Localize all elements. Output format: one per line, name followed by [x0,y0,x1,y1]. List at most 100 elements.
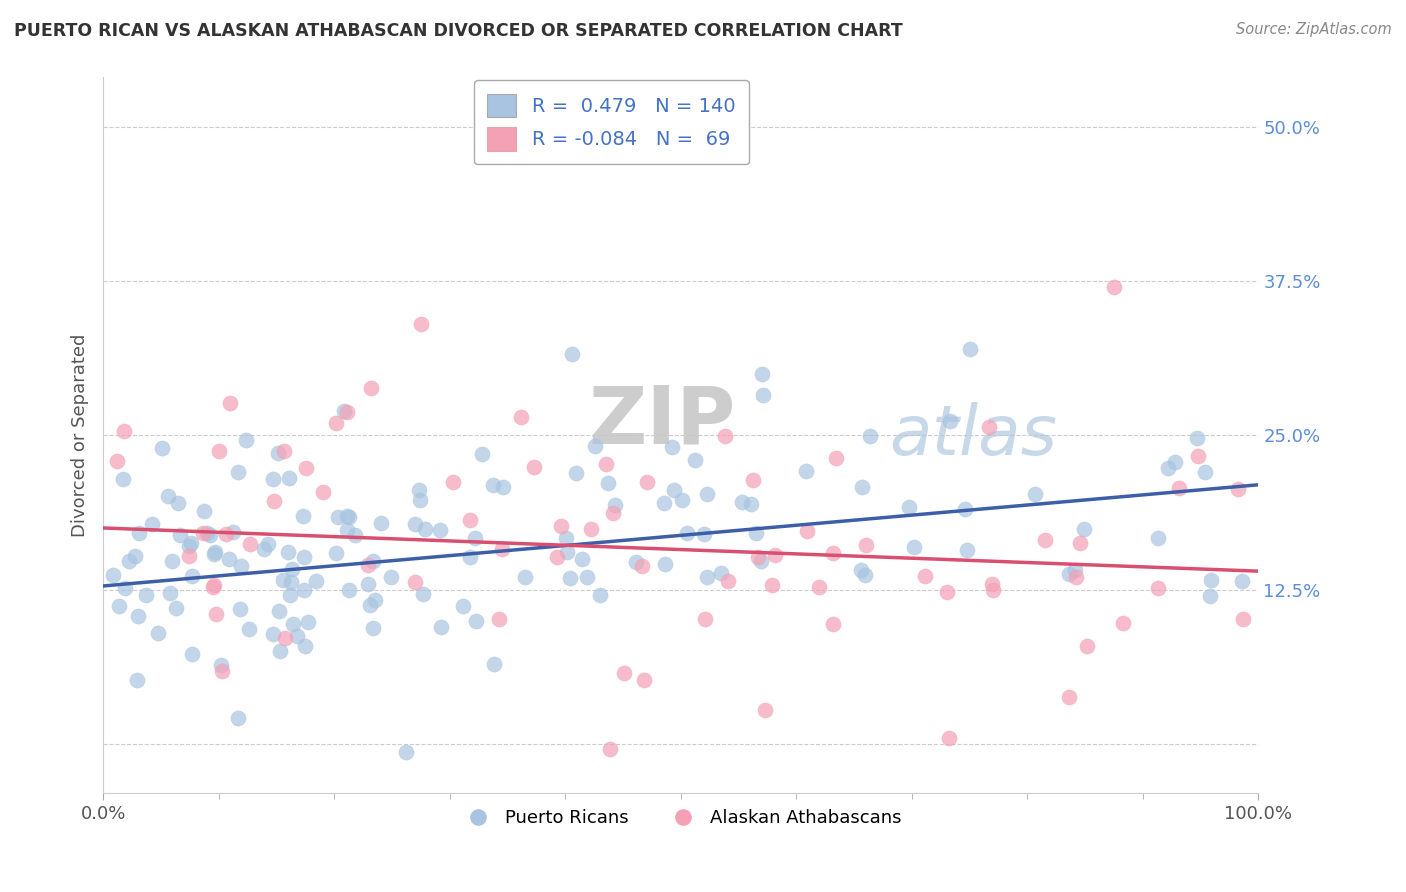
Point [278,588,301,602]
Point [253,542,276,557]
Point [124,549,146,564]
Point [981,576,1004,591]
Point [823,617,845,632]
Point [1187,449,1209,463]
Point [312,485,335,500]
Point [238,622,260,636]
Point [222,524,245,539]
Text: ZIP: ZIP [588,382,735,460]
Point [159,586,181,600]
Point [633,673,655,688]
Point [146,625,169,640]
Point [359,598,381,612]
Point [744,526,766,541]
Point [267,605,290,619]
Point [281,562,304,576]
Point [752,387,775,401]
Point [105,454,128,468]
Point [1102,280,1125,294]
Point [262,472,284,486]
Point [430,620,453,634]
Point [631,559,654,574]
Point [796,524,818,538]
Point [749,554,772,568]
Point [464,531,486,545]
Point [360,381,382,395]
Point [558,571,581,585]
Point [1112,615,1135,630]
Point [1230,574,1253,588]
Point [114,581,136,595]
Y-axis label: Divorced or Separated: Divorced or Separated [72,334,89,537]
Point [1232,612,1254,626]
Point [337,510,360,524]
Point [599,742,621,756]
Point [294,639,316,653]
Point [561,347,583,361]
Point [1199,573,1222,587]
Point [191,525,214,540]
Point [855,538,877,552]
Point [281,616,304,631]
Point [404,574,426,589]
Point [332,404,354,418]
Point [195,526,218,541]
Point [451,599,474,614]
Point [515,570,537,584]
Point [761,578,783,592]
Point [471,447,494,461]
Point [955,543,977,558]
Point [458,549,481,564]
Point [939,414,962,428]
Point [295,461,318,475]
Point [211,664,233,678]
Point [1073,522,1095,536]
Point [325,416,347,430]
Point [204,547,226,561]
Point [1024,487,1046,501]
Point [231,559,253,574]
Point [336,509,359,524]
Point [981,582,1004,597]
Point [267,446,290,460]
Point [326,509,349,524]
Point [613,666,636,681]
Point [914,569,936,583]
Point [523,460,546,475]
Point [898,500,921,515]
Point [565,466,588,480]
Point [683,453,706,467]
Point [602,506,624,520]
Point [1064,570,1087,584]
Point [903,540,925,554]
Point [127,609,149,624]
Point [654,557,676,571]
Point [112,424,135,438]
Point [595,457,617,471]
Point [263,494,285,508]
Point [492,480,515,494]
Text: atlas: atlas [889,402,1057,469]
Point [1147,531,1170,545]
Point [395,745,418,759]
Point [226,465,249,479]
Point [262,626,284,640]
Point [807,580,830,594]
Point [624,555,647,569]
Point [1226,482,1249,496]
Point [859,429,882,443]
Point [226,710,249,724]
Point [409,318,432,332]
Point [1033,533,1056,547]
Point [294,582,316,597]
Point [344,528,367,542]
Point [1164,455,1187,469]
Point [128,526,150,541]
Point [661,440,683,454]
Point [1057,566,1080,581]
Point [412,586,434,600]
Point [215,527,238,541]
Point [747,549,769,564]
Point [1167,481,1189,495]
Point [491,542,513,557]
